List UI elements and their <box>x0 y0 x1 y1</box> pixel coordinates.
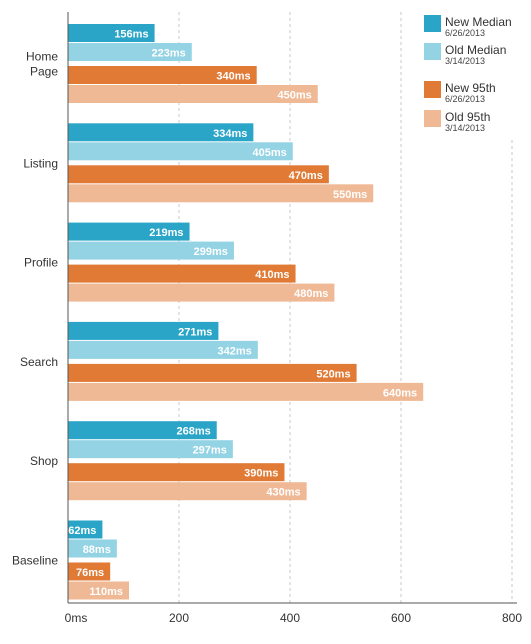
bar-value-label: 88ms <box>83 544 111 556</box>
bar <box>68 184 374 203</box>
bar <box>68 24 155 42</box>
category-label: Home Page <box>26 50 58 79</box>
bar <box>68 463 285 482</box>
bar-value-label: 110ms <box>89 586 123 598</box>
bar <box>68 43 192 61</box>
bar-value-label: 470ms <box>289 170 323 182</box>
category-label: Baseline <box>12 554 58 568</box>
bar-value-label: 480ms <box>294 288 328 300</box>
bar-value-label: 219ms <box>149 227 183 239</box>
bar-value-label: 550ms <box>333 189 367 201</box>
x-tick-label: 200 <box>169 611 189 625</box>
bar <box>68 562 111 581</box>
bar <box>68 382 424 401</box>
legend-swatch <box>424 43 441 60</box>
bar <box>68 283 335 302</box>
legend-series-date: 6/26/2013 <box>445 28 485 38</box>
bar <box>68 264 296 283</box>
legend-series-name: Old 95th <box>445 110 490 124</box>
bar <box>68 321 219 340</box>
bar-value-label: 223ms <box>151 48 185 60</box>
bar <box>68 222 190 241</box>
bar-value-label: 62ms <box>68 525 96 537</box>
bar-value-label: 340ms <box>216 71 250 83</box>
legend-swatch <box>424 15 441 32</box>
bar-value-label: 430ms <box>266 487 300 499</box>
bar <box>68 581 130 600</box>
legend-series-name: Old Median <box>445 43 506 57</box>
bar <box>68 340 258 359</box>
x-tick-label: 0ms <box>65 611 88 625</box>
category-label: Profile <box>24 256 58 270</box>
bar <box>68 520 103 539</box>
bar <box>68 66 257 84</box>
bar-value-label: 520ms <box>316 368 350 380</box>
bar <box>68 539 117 558</box>
bar-value-label: 299ms <box>194 246 228 258</box>
bar-value-label: 271ms <box>178 326 212 338</box>
x-tick-label: 400 <box>280 611 300 625</box>
bar <box>68 142 293 161</box>
bar-value-label: 268ms <box>176 426 210 438</box>
bar <box>68 482 307 501</box>
legend-swatch <box>424 81 441 98</box>
bar-value-label: 156ms <box>114 29 148 41</box>
bar-value-label: 410ms <box>255 269 289 281</box>
legend-series-date: 3/14/2013 <box>445 56 485 66</box>
bar-value-label: 342ms <box>218 345 252 357</box>
bar <box>68 165 329 184</box>
category-label: Shop <box>30 454 58 468</box>
bar <box>68 85 318 103</box>
category-label: Search <box>20 355 58 369</box>
bar-value-label: 76ms <box>76 567 104 579</box>
axis: 0ms 200 400 600 800 Home Page Listing Profile Sea… <box>12 12 522 625</box>
bar-value-label: 390ms <box>244 468 278 480</box>
bar-value-label: 297ms <box>193 445 227 457</box>
bar-value-label: 640ms <box>383 387 417 399</box>
bar-value-label: 450ms <box>277 90 311 102</box>
x-tick-label: 600 <box>391 611 411 625</box>
bar-value-label: 405ms <box>253 147 287 159</box>
bar <box>68 440 233 459</box>
category-label: Listing <box>23 156 58 170</box>
legend-series-name: New Median <box>445 15 512 29</box>
bar-value-label: 334ms <box>213 128 247 140</box>
legend-series-date: 6/26/2013 <box>445 94 485 104</box>
legend-series-date: 3/14/2013 <box>445 123 485 133</box>
legend-series-name: New 95th <box>445 81 496 95</box>
legend-swatch <box>424 110 441 127</box>
gridlines <box>178 12 513 603</box>
bar <box>68 363 357 382</box>
bar <box>68 241 234 260</box>
bar <box>68 421 217 440</box>
bar <box>68 123 254 142</box>
x-tick-label: 800 <box>502 611 522 625</box>
